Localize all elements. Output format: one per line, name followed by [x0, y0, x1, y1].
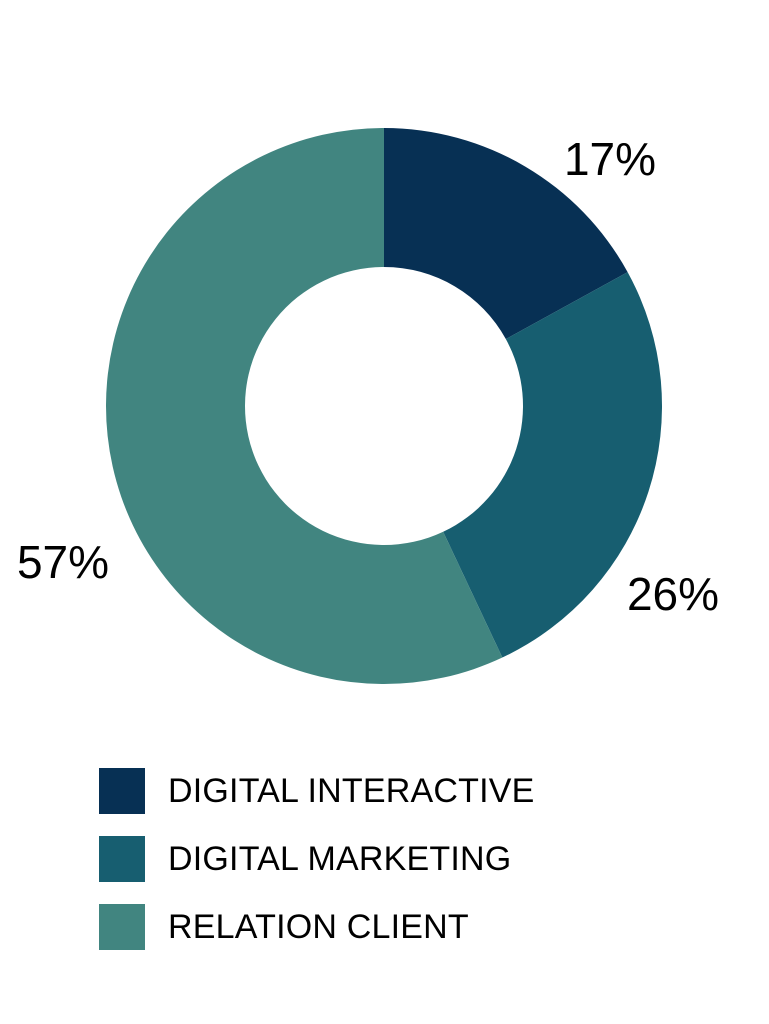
donut-slices	[106, 128, 663, 684]
slice-labels: 17% 26% 57%	[17, 133, 719, 620]
slice-label: 57%	[17, 536, 109, 588]
legend: DIGITAL INTERACTIVE DIGITAL MARKETING RE…	[99, 757, 699, 961]
legend-swatch	[99, 904, 145, 950]
legend-item-digital-marketing: DIGITAL MARKETING	[99, 825, 699, 893]
legend-label: DIGITAL INTERACTIVE	[168, 771, 535, 810]
slice-label: 26%	[627, 568, 719, 620]
legend-label: DIGITAL MARKETING	[168, 839, 512, 878]
slice-label: 17%	[564, 133, 656, 185]
legend-item-digital-interactive: DIGITAL INTERACTIVE	[99, 757, 699, 825]
legend-swatch	[99, 836, 145, 882]
donut-slice-digital-marketing	[443, 272, 663, 658]
legend-item-relation-client: RELATION CLIENT	[99, 893, 699, 961]
legend-swatch	[99, 768, 145, 814]
legend-label: RELATION CLIENT	[168, 907, 469, 946]
donut-slice-relation-client	[106, 128, 503, 684]
donut-slice-digital-interactive	[384, 128, 628, 340]
